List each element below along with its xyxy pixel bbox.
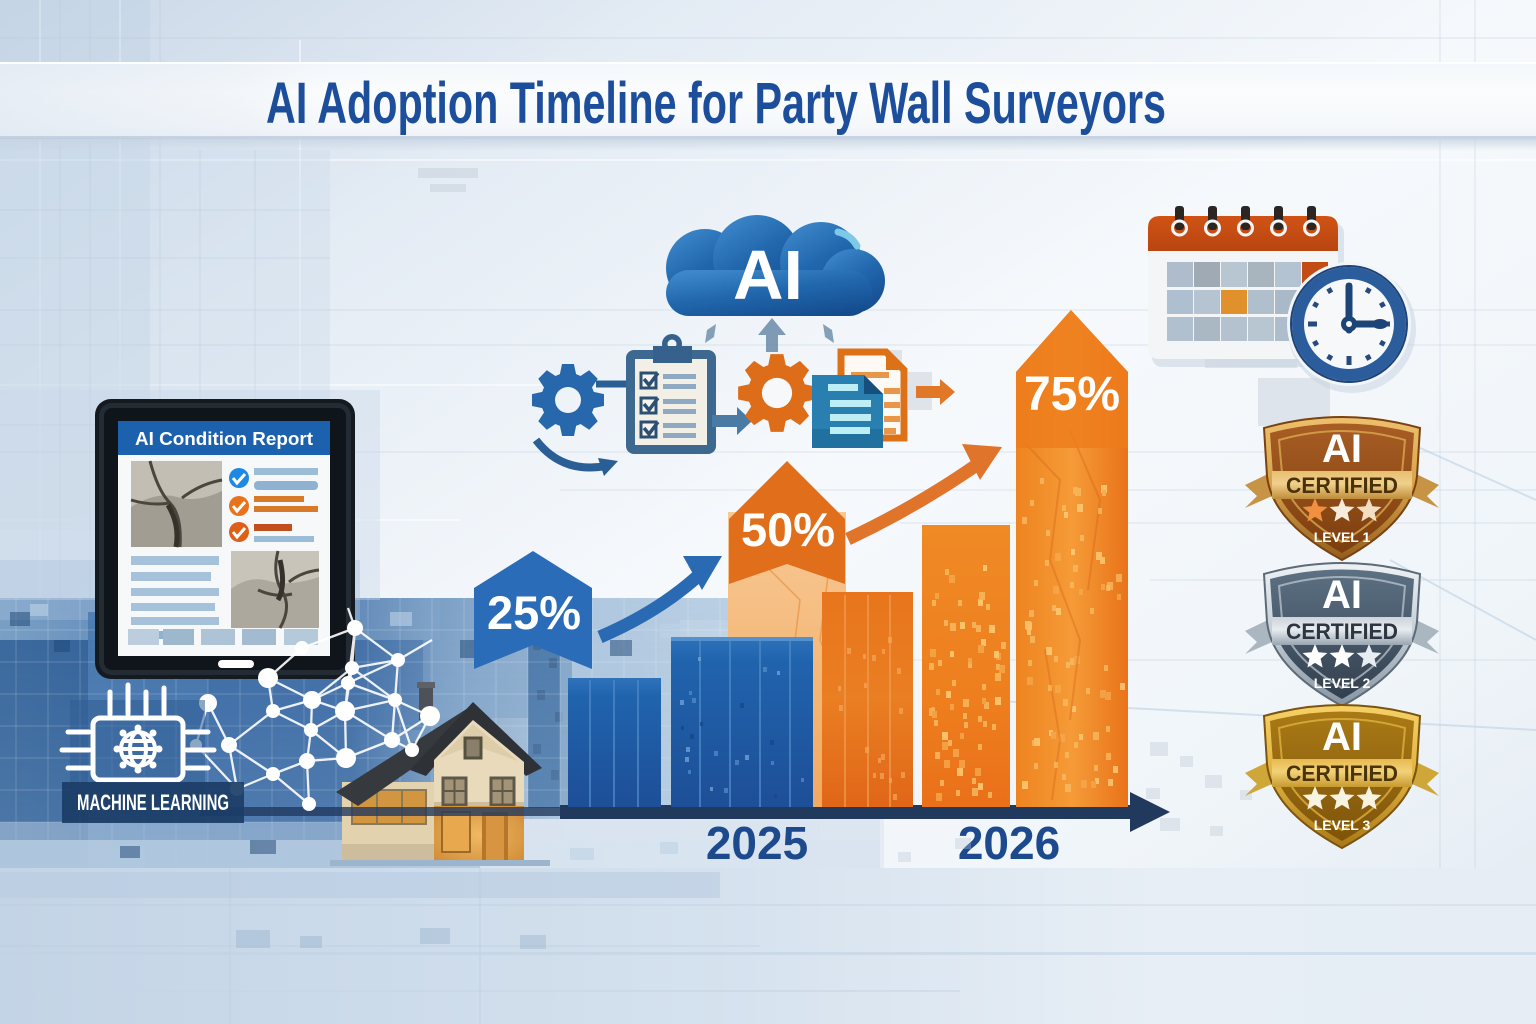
svg-text:LEVEL 3: LEVEL 3 [1314, 817, 1371, 833]
svg-text:AI: AI [1322, 427, 1362, 471]
svg-text:LEVEL 1: LEVEL 1 [1314, 529, 1371, 545]
svg-text:AI Condition Report: AI Condition Report [135, 429, 313, 449]
svg-text:AI: AI [1322, 573, 1362, 617]
svg-text:AI: AI [1322, 715, 1362, 759]
svg-text:CERTIFIED: CERTIFIED [1286, 619, 1398, 644]
svg-text:LEVEL 2: LEVEL 2 [1314, 675, 1371, 691]
svg-text:CERTIFIED: CERTIFIED [1286, 761, 1398, 786]
svg-text:75%: 75% [1024, 368, 1120, 421]
svg-text:AI: AI [733, 236, 803, 314]
svg-text:50%: 50% [741, 503, 835, 556]
svg-text:AI Adoption Timeline for Party: AI Adoption Timeline for Party Wall Surv… [266, 71, 1166, 136]
svg-text:CERTIFIED: CERTIFIED [1286, 473, 1398, 498]
svg-text:25%: 25% [487, 586, 581, 639]
svg-text:2025: 2025 [706, 817, 808, 869]
svg-text:2026: 2026 [958, 817, 1060, 869]
svg-text:MACHINE LEARNING: MACHINE LEARNING [77, 790, 229, 815]
